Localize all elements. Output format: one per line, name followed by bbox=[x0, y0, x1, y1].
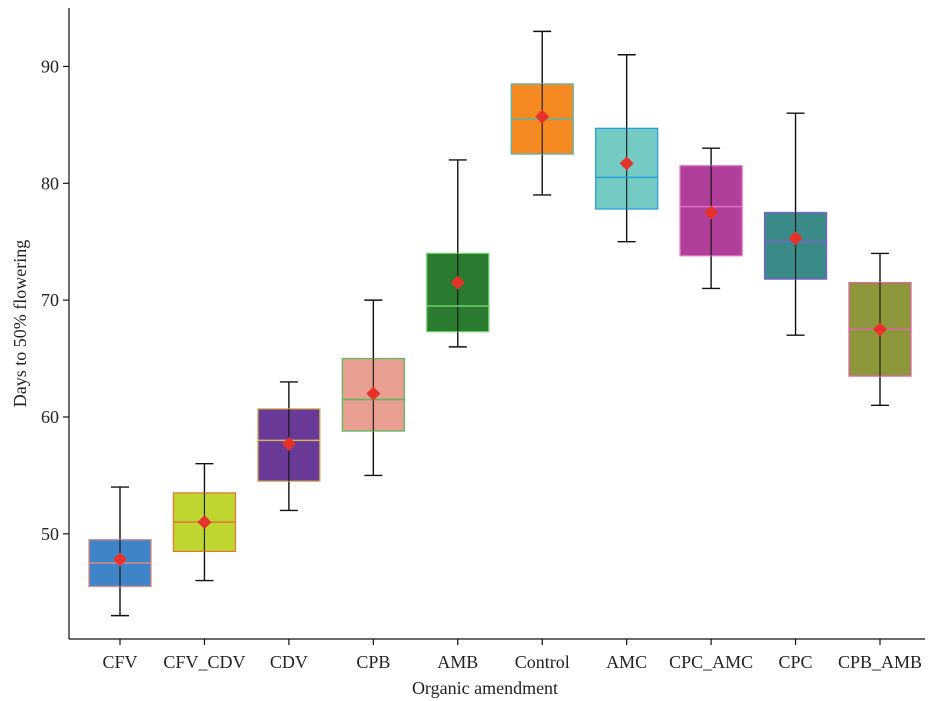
mean-marker-amb bbox=[450, 275, 465, 290]
box-cpb bbox=[341, 299, 405, 477]
mean-marker-cpc_amc bbox=[704, 205, 719, 220]
box-control bbox=[510, 30, 574, 196]
x-tick-label-cfv_cdv: CFV_CDV bbox=[163, 652, 245, 672]
x-axis-title: Organic amendment bbox=[412, 678, 558, 698]
y-tick-label-60: 60 bbox=[41, 407, 59, 427]
box-cpc bbox=[763, 112, 828, 336]
box-series bbox=[88, 30, 912, 617]
box-cfv_cdv bbox=[172, 463, 237, 582]
y-tick-label-80: 80 bbox=[41, 173, 59, 193]
mean-marker-control bbox=[535, 109, 550, 124]
mean-marker-cfv bbox=[113, 552, 127, 567]
x-tick-label-cpc_amc: CPC_AMC bbox=[669, 652, 753, 672]
mean-marker-cfv_cdv bbox=[197, 515, 212, 530]
box-cpb_amb bbox=[848, 252, 912, 406]
mean-marker-amc bbox=[619, 156, 634, 171]
x-tick-label-cpc: CPC bbox=[779, 652, 813, 672]
y-tick-label-90: 90 bbox=[41, 56, 59, 76]
y-tick-label-70: 70 bbox=[41, 290, 59, 310]
x-axis: CFV CFV_CDV CDV CPB AMB Control AMC CPC_AMC CPC C… bbox=[69, 638, 925, 672]
mean-marker-cpb bbox=[366, 386, 381, 401]
box-cdv bbox=[257, 381, 321, 512]
x-tick-label-amb: AMB bbox=[437, 652, 478, 672]
x-tick-label-cfv: CFV bbox=[102, 652, 137, 672]
box-amc bbox=[595, 54, 659, 243]
y-axis-title: Days to 50% flowering bbox=[10, 240, 30, 407]
y-axis: 50 60 70 80 90 bbox=[41, 8, 70, 639]
mean-marker-cpb_amb bbox=[873, 322, 887, 337]
x-tick-label-control: Control bbox=[515, 652, 570, 672]
y-tick-label-50: 50 bbox=[41, 524, 59, 544]
mean-marker-cpc bbox=[788, 231, 803, 246]
box-amb bbox=[426, 159, 490, 348]
x-tick-label-cdv: CDV bbox=[270, 652, 308, 672]
x-tick-label-cpb: CPB bbox=[356, 652, 390, 672]
box-cfv bbox=[88, 486, 152, 617]
x-tick-label-amc: AMC bbox=[606, 652, 647, 672]
box-cpc_amc bbox=[679, 147, 743, 290]
x-tick-label-cpb_amb: CPB_AMB bbox=[838, 652, 922, 672]
mean-marker-cdv bbox=[281, 436, 296, 451]
